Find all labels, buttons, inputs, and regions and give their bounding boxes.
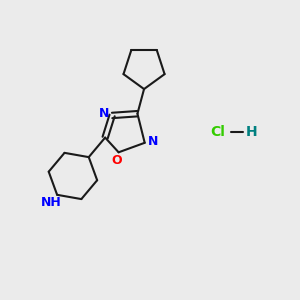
- Text: H: H: [246, 125, 258, 139]
- Text: O: O: [112, 154, 122, 167]
- Text: N: N: [148, 135, 158, 148]
- Text: N: N: [98, 106, 109, 120]
- Text: NH: NH: [40, 196, 61, 209]
- Text: Cl: Cl: [210, 125, 225, 139]
